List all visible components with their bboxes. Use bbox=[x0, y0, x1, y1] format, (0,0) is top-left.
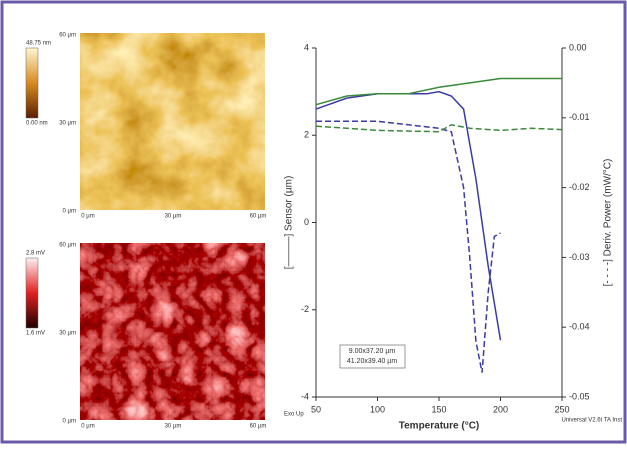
data-line bbox=[315, 123, 563, 133]
y2-tick-label: -0.05 bbox=[569, 391, 590, 401]
y2-tick-label: -0.03 bbox=[569, 252, 590, 262]
colorbar-label: 48.75 nm bbox=[26, 41, 51, 47]
afm-signal-image bbox=[80, 243, 265, 420]
colorbar-label: 2.8 mV bbox=[26, 251, 45, 257]
colorbar bbox=[25, 47, 39, 119]
y2-tick-label: -0.04 bbox=[569, 322, 590, 332]
image-y-label: 60 µm bbox=[59, 243, 76, 249]
image-y-label: 30 µm bbox=[59, 121, 76, 127]
x-tick-label: 150 bbox=[431, 404, 446, 414]
image-x-label: 60 µm bbox=[250, 214, 267, 220]
y-tick-label: 2 bbox=[304, 130, 309, 140]
x-tick-label: 250 bbox=[554, 404, 569, 414]
x-tick-label: 100 bbox=[370, 404, 385, 414]
y2-tick-label: -0.01 bbox=[569, 112, 590, 122]
y2-tick-label: 0.00 bbox=[569, 42, 587, 52]
y-tick-label: 4 bbox=[304, 42, 309, 52]
y2-axis-title: [- - - -] Deriv. Power (mW/°C) bbox=[603, 159, 614, 287]
image-x-label: 30 µm bbox=[165, 214, 182, 220]
y-tick-label: -2 bbox=[301, 304, 309, 314]
y-axis-title: [———] Sensor (µm) bbox=[284, 176, 295, 270]
data-line bbox=[315, 77, 562, 106]
image-y-label: 0 µm bbox=[63, 209, 76, 215]
colorbar-label: 0.00 nm bbox=[26, 121, 48, 127]
y-tick-label: 0 bbox=[304, 217, 309, 227]
x-tick-label: 50 bbox=[311, 404, 321, 414]
colorbar bbox=[25, 257, 39, 329]
y-tick-label: -4 bbox=[301, 391, 309, 401]
data-line bbox=[316, 120, 501, 373]
annotation: Universal V2.6t TA Inst bbox=[562, 418, 623, 424]
image-y-label: 30 µm bbox=[59, 331, 76, 337]
image-y-label: 60 µm bbox=[59, 33, 76, 39]
y2-tick-label: -0.02 bbox=[569, 182, 590, 192]
image-y-label: 0 µm bbox=[63, 419, 76, 425]
afm-height-image bbox=[80, 33, 265, 210]
image-x-label: 30 µm bbox=[165, 424, 182, 430]
image-x-label: 60 µm bbox=[250, 424, 267, 430]
x-tick-label: 200 bbox=[493, 404, 508, 414]
legend-entry: 41.20x39.40 µm bbox=[347, 358, 398, 365]
legend-entry: 9.00x37.20 µm bbox=[349, 348, 396, 355]
image-x-label: 0 µm bbox=[81, 214, 94, 220]
annotation: Exo Up bbox=[284, 412, 304, 418]
colorbar-label: 1.6 mV bbox=[26, 331, 45, 337]
x-axis-title: Temperature (°C) bbox=[399, 421, 480, 432]
image-x-label: 0 µm bbox=[81, 424, 94, 430]
legend-box bbox=[339, 344, 406, 369]
